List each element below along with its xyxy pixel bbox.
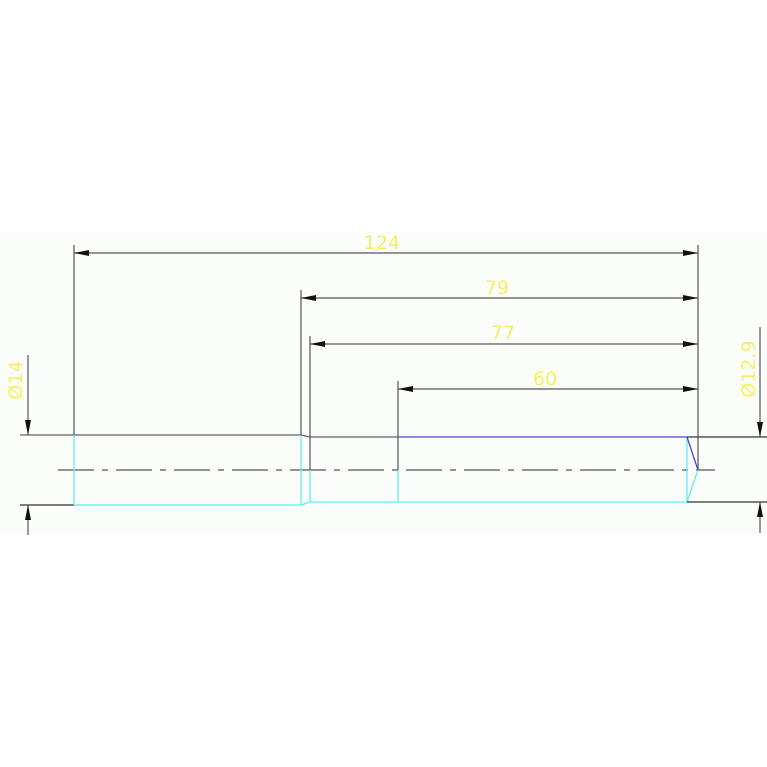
extension-lines <box>73 245 699 470</box>
dimension-text-79: 79 <box>485 277 509 299</box>
dimension-text-60: 60 <box>533 368 557 390</box>
diameter-text-right: Ø12.9 <box>738 340 760 397</box>
diameter-text-left: Ø14 <box>5 360 27 399</box>
dimension-text-124: 124 <box>364 232 400 254</box>
shaft-outline <box>20 434 767 506</box>
drawing-background-band <box>0 232 767 535</box>
dimension-text-77: 77 <box>491 322 515 344</box>
